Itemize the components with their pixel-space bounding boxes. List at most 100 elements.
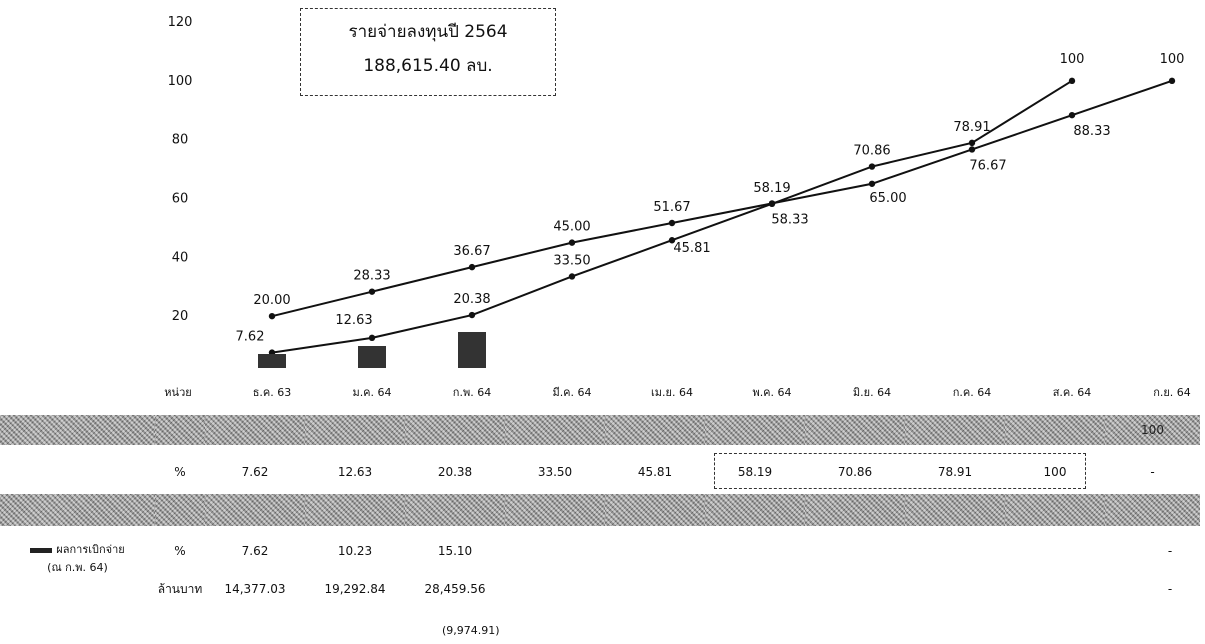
plan-cell — [305, 415, 405, 445]
target-mb-cell — [405, 494, 505, 526]
target-mb-cell — [905, 494, 1005, 526]
line-chart: 20 40 60 80 100 120 20.00 28.33 36.67 45.00 51.67… — [164, 15, 1191, 399]
target-pct-cell: 7.62 — [241, 465, 269, 479]
data-label: 36.67 — [453, 244, 490, 259]
actual-mb-cell: 28,459.56 — [424, 582, 486, 596]
target-mb-cell — [505, 494, 605, 526]
target-pct-cell: 100 — [1043, 465, 1067, 479]
data-label: 58.33 — [771, 212, 808, 227]
x-axis-labels: หน่วย ธ.ค. 63 ม.ค. 64 ก.พ. 64 มี.ค. 64 เม.ย. … — [164, 386, 1191, 399]
actual-pct-row: % 7.62 10.23 15.10 - — [0, 535, 1205, 567]
x-tick-label: มิ.ย. 64 — [853, 386, 891, 399]
unit-header: หน่วย — [164, 386, 191, 399]
data-label: 51.67 — [653, 200, 690, 215]
data-point — [1068, 111, 1076, 119]
series-lines — [271, 79, 1173, 354]
data-point — [268, 312, 276, 320]
data-label: 78.91 — [953, 120, 990, 135]
target-pct-cell: 78.91 — [937, 465, 973, 479]
actual-pct-cell: 7.62 — [241, 544, 269, 558]
target-mb-cell — [205, 494, 305, 526]
actual-bar-marker — [458, 332, 486, 368]
actual-bar-marker — [258, 354, 286, 368]
y-tick-label: 60 — [172, 192, 189, 207]
callout-amount: 188,615.40 ลบ. — [363, 56, 493, 76]
target-mb-cell — [1105, 494, 1200, 526]
data-point — [368, 288, 376, 295]
y-tick-label: 80 — [172, 133, 189, 148]
data-label: 12.63 — [335, 313, 372, 328]
x-tick-label: พ.ค. 64 — [752, 386, 791, 399]
actual-pct-unit: % — [174, 544, 186, 558]
series-line — [271, 79, 1073, 354]
y-tick-label: 100 — [168, 74, 193, 89]
data-point — [568, 239, 576, 246]
plan-cell-last: 100 — [1105, 415, 1200, 445]
plan-row-unit — [155, 415, 205, 445]
x-tick-label: ธ.ค. 63 — [253, 386, 292, 399]
data-point — [668, 237, 676, 244]
plan-cell — [505, 415, 605, 445]
plan-cell — [805, 415, 905, 445]
data-label: 45.81 — [673, 241, 710, 256]
y-tick-label: 120 — [168, 15, 193, 30]
target-mb-cell — [605, 494, 705, 526]
x-tick-label: ก.ย. 64 — [1153, 386, 1191, 399]
target-pct-cell: 58.19 — [737, 465, 773, 479]
actual-pct-cell: 10.23 — [337, 544, 373, 558]
data-point — [368, 334, 376, 342]
y-tick-label: 40 — [172, 250, 189, 265]
data-label: 7.62 — [236, 330, 265, 345]
actual-date: (ณ ก.พ. 64) — [47, 561, 108, 574]
plan-cell — [705, 415, 805, 445]
total-investment-callout: รายจ่ายลงทุนปี 2564 188,615.40 ลบ. — [300, 8, 556, 96]
actual-legend-swatch — [30, 547, 53, 553]
x-tick-label: ม.ค. 64 — [352, 386, 391, 399]
target-mb-unit — [155, 494, 205, 526]
target-mb-cell — [805, 494, 905, 526]
data-label: 88.33 — [1073, 124, 1110, 139]
actual-mb-row: ล้านบาท 14,377.03 19,292.84 28,459.56 - — [0, 573, 1205, 605]
x-tick-label: ส.ค. 64 — [1053, 386, 1092, 399]
actual-markers — [258, 332, 486, 368]
y-tick-label: 20 — [172, 309, 189, 324]
target-pct-cell: 12.63 — [337, 465, 373, 479]
data-point — [468, 311, 476, 319]
x-tick-label: มี.ค. 64 — [552, 386, 591, 399]
data-point — [568, 273, 576, 280]
data-label: 100 — [1060, 52, 1085, 67]
data-label: 70.86 — [853, 144, 890, 159]
data-label: 65.00 — [869, 191, 906, 206]
data-label: 28.33 — [353, 269, 390, 284]
target-pct-cell: - — [1150, 465, 1155, 479]
data-point — [768, 200, 776, 208]
actual-mb-cell: 14,377.03 — [224, 582, 286, 596]
target-mb-cell — [305, 494, 405, 526]
x-tick-label: ก.พ. 64 — [453, 386, 491, 399]
target-pct-cell: 70.86 — [837, 465, 873, 479]
plan-cell — [905, 415, 1005, 445]
actual-group-label: ผลการเบิกจ่าย (ณ ก.พ. 64) — [0, 540, 155, 576]
data-point — [868, 180, 876, 187]
plan-cell — [1005, 415, 1105, 445]
actual-bar-marker — [358, 346, 386, 368]
target-mb-label — [0, 494, 155, 526]
target-pct-cell: 33.50 — [537, 465, 573, 479]
x-tick-label: ก.ค. 64 — [953, 386, 992, 399]
plan-cell — [205, 415, 305, 445]
data-label: 20.00 — [253, 293, 290, 308]
callout-title: รายจ่ายลงทุนปี 2564 — [348, 22, 508, 42]
data-label: 20.38 — [453, 292, 490, 307]
plan-cell — [405, 415, 505, 445]
data-point — [968, 139, 976, 147]
data-label: 100 — [1160, 52, 1185, 67]
series-line — [271, 79, 1173, 318]
data-labels: 20.00 28.33 36.67 45.00 51.67 58.33 65.00 76.67… — [236, 52, 1185, 345]
data-point — [868, 163, 876, 170]
plan-cell — [605, 415, 705, 445]
data-point — [1168, 77, 1176, 85]
target-pct-cell: 20.38 — [437, 465, 473, 479]
target-mb-cell — [1005, 494, 1105, 526]
actual-pct-cell: 15.10 — [437, 544, 473, 558]
target-pct-row: % 7.62 12.63 20.38 33.50 45.81 58.19 70.86 78.9… — [0, 456, 1205, 488]
